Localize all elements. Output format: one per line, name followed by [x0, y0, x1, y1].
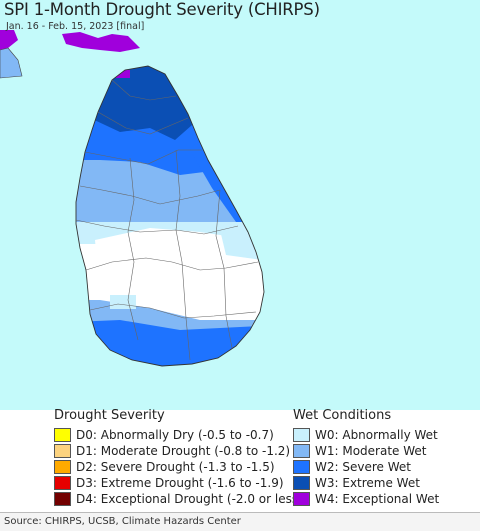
- legend-item-w0: W0: Abnormally Wet: [293, 427, 439, 443]
- district-boundaries: [75, 79, 259, 361]
- map-title: SPI 1-Month Drought Severity (CHIRPS): [4, 0, 320, 19]
- map-subtitle: Jan. 16 - Feb. 15, 2023 [final]: [6, 21, 145, 32]
- legend-item-w3: W3: Extreme Wet: [293, 475, 439, 491]
- legend-label: D2: Severe Drought (-1.3 to -1.5): [76, 460, 275, 474]
- legend-item-w4: W4: Exceptional Wet: [293, 491, 439, 507]
- legend-item-d4: D4: Exceptional Drought (-2.0 or less): [54, 491, 303, 507]
- legend-label: W0: Abnormally Wet: [315, 428, 438, 442]
- source-credit: Source: CHIRPS, UCSB, Climate Hazards Ce…: [4, 516, 241, 527]
- wet-legend: Wet Conditions W0: Abnormally Wet W1: Mo…: [293, 408, 439, 507]
- island-outline: [75, 65, 265, 367]
- legend-item-d3: D3: Extreme Drought (-1.6 to -1.9): [54, 475, 303, 491]
- legend-label: D4: Exceptional Drought (-2.0 or less): [76, 492, 303, 506]
- wet-legend-heading: Wet Conditions: [293, 408, 392, 423]
- legend-label: D1: Moderate Drought (-0.8 to -1.2): [76, 444, 291, 458]
- legend-swatch: [293, 428, 310, 442]
- legend-label: W3: Extreme Wet: [315, 476, 420, 490]
- legend-item-d1: D1: Moderate Drought (-0.8 to -1.2): [54, 443, 303, 459]
- legend-label: D3: Extreme Drought (-1.6 to -1.9): [76, 476, 284, 490]
- legend-swatch: [293, 460, 310, 474]
- sea-area: [0, 0, 480, 410]
- india-landmass: [0, 30, 18, 50]
- legend-swatch: [293, 492, 310, 506]
- jaffna-islands: [62, 32, 140, 52]
- sri-lanka-drought-map: [0, 0, 480, 410]
- legend-label: W2: Severe Wet: [315, 460, 411, 474]
- legend-swatch: [54, 428, 71, 442]
- legend-item-d0: D0: Abnormally Dry (-0.5 to -0.7): [54, 427, 303, 443]
- legend-label: D0: Abnormally Dry (-0.5 to -0.7): [76, 428, 274, 442]
- source-bar: Source: CHIRPS, UCSB, Climate Hazards Ce…: [0, 512, 480, 531]
- drought-legend: Drought Severity D0: Abnormally Dry (-0.…: [54, 408, 303, 507]
- legend-swatch: [54, 460, 71, 474]
- legend-item-w1: W1: Moderate Wet: [293, 443, 439, 459]
- legend-item-d2: D2: Severe Drought (-1.3 to -1.5): [54, 459, 303, 475]
- drought-legend-heading: Drought Severity: [54, 408, 165, 423]
- legend-swatch: [293, 444, 310, 458]
- legend-swatch: [293, 476, 310, 490]
- legend-swatch: [54, 492, 71, 506]
- legend-swatch: [54, 476, 71, 490]
- legend-label: W4: Exceptional Wet: [315, 492, 440, 506]
- legend-item-w2: W2: Severe Wet: [293, 459, 439, 475]
- legend-swatch: [54, 444, 71, 458]
- legend-label: W1: Moderate Wet: [315, 444, 427, 458]
- india-landmass-coast: [0, 47, 23, 79]
